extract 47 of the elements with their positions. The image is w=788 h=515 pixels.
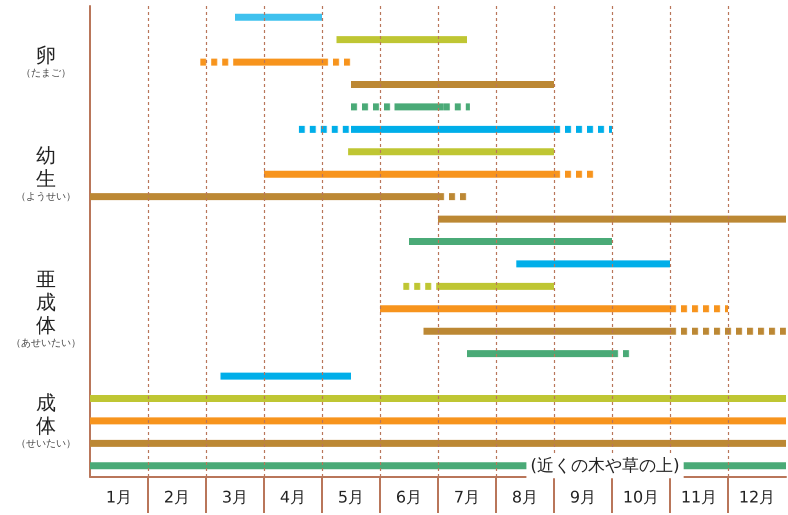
x-tick-label: 5月	[338, 488, 364, 506]
bar	[394, 103, 444, 110]
bar	[467, 350, 612, 358]
y-tick-label: 卵（たまご）	[21, 43, 71, 80]
x-tick-label: 9月	[570, 488, 596, 506]
x-tick-label: 6月	[396, 488, 422, 506]
x-tick-label: 10月	[622, 488, 660, 506]
bar	[90, 193, 438, 200]
bar	[200, 58, 235, 66]
bar	[438, 216, 786, 223]
x-tick-label: 2月	[164, 488, 190, 506]
bar	[424, 328, 670, 335]
bar	[612, 350, 630, 358]
x-tick-label: 3月	[222, 488, 248, 506]
x-tick-label: 12月	[738, 488, 776, 506]
bar	[90, 440, 786, 447]
x-tick-label: 4月	[280, 488, 306, 506]
bar	[351, 81, 554, 88]
bar	[380, 305, 670, 312]
y-tick-label: 成体（せいたい）	[16, 390, 76, 450]
bar	[220, 372, 351, 380]
bar	[516, 260, 670, 268]
bar	[438, 193, 467, 200]
bar	[403, 282, 438, 290]
x-tick-label: 7月	[454, 488, 480, 506]
bar	[90, 395, 786, 402]
bar	[298, 126, 351, 133]
bar	[670, 328, 786, 335]
bar	[444, 103, 470, 110]
bar	[322, 58, 351, 66]
y-tick-label: 亜成体（あせいたい）	[11, 266, 81, 349]
bar	[409, 238, 612, 245]
bar	[348, 148, 554, 156]
x-tick-label: 11月	[680, 488, 718, 506]
x-tick-label: 1月	[106, 488, 132, 506]
bar	[235, 58, 322, 66]
bar	[264, 170, 554, 178]
bar	[336, 36, 467, 44]
bar	[90, 417, 786, 424]
x-tick-label: 8月	[512, 488, 538, 506]
annotation: (近くの木や草の上)	[530, 456, 680, 476]
bar	[351, 126, 554, 133]
y-tick-label: 幼生（ようせい）	[16, 144, 76, 203]
bar	[438, 282, 554, 290]
bar	[554, 126, 612, 133]
bar	[670, 305, 728, 312]
bar	[235, 14, 322, 21]
